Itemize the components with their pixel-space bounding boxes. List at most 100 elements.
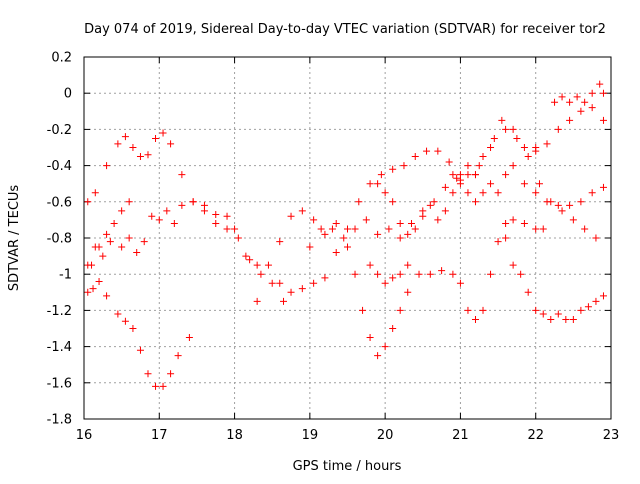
data-point-marker [170, 220, 178, 228]
data-point-marker [396, 220, 404, 228]
data-point-marker [423, 147, 431, 155]
data-point-marker [509, 216, 517, 224]
data-point-marker [599, 89, 607, 97]
data-point-marker [445, 158, 453, 166]
data-point-marker [355, 198, 363, 206]
data-point-marker [298, 285, 306, 293]
y-axis-label: SDTVAR / TECUs [7, 185, 22, 292]
data-point-marker [464, 162, 472, 170]
data-point-marker [95, 277, 103, 285]
data-point-marker [532, 144, 540, 151]
data-point-marker [438, 267, 446, 275]
data-point-marker [321, 230, 329, 238]
data-point-marker [89, 285, 97, 293]
data-point-marker [88, 261, 96, 269]
y-tick-label: 0 [64, 87, 72, 102]
data-point-marker [129, 144, 137, 151]
data-point-marker [152, 382, 160, 390]
data-point-marker [456, 180, 464, 188]
data-point-marker [321, 274, 329, 282]
data-point-marker [152, 134, 160, 142]
data-point-marker [366, 261, 374, 269]
data-point-marker [524, 153, 532, 161]
data-point-marker [494, 238, 502, 246]
series-14 [551, 80, 607, 106]
data-point-marker [577, 107, 585, 115]
data-point-marker [253, 297, 261, 305]
data-point-marker [374, 270, 382, 278]
data-point-marker [377, 171, 385, 179]
data-point-marker [487, 270, 495, 278]
data-point-marker [426, 201, 434, 209]
data-points [84, 80, 607, 390]
data-point-marker [129, 325, 137, 332]
data-point-marker [389, 274, 397, 282]
data-point-marker [133, 248, 141, 256]
data-point-marker [464, 171, 472, 179]
data-point-marker [532, 225, 540, 233]
data-point-marker [140, 238, 148, 246]
data-point-marker [566, 98, 574, 106]
data-point-marker [276, 279, 284, 287]
data-point-marker [287, 212, 295, 220]
data-point-marker [366, 334, 374, 342]
series-12 [502, 234, 607, 323]
data-point-marker [554, 125, 562, 133]
data-point-marker [91, 189, 99, 197]
data-point-marker [125, 198, 133, 206]
data-point-marker [340, 234, 348, 242]
data-point-marker [588, 89, 596, 97]
data-point-marker [381, 343, 389, 351]
y-tick-label: -0.4 [47, 159, 72, 174]
y-axis-ticks: 0.2 0 -0.2 -0.4 -0.6 -0.8 -1 -1.2 -1.4 -1.6 -1.8 [47, 51, 611, 428]
data-point-marker [547, 198, 555, 206]
data-point-marker [456, 279, 464, 287]
data-point-marker [231, 225, 239, 233]
data-point-marker [596, 80, 604, 88]
data-point-marker [344, 225, 351, 233]
data-point-marker [212, 210, 220, 218]
data-point-marker [136, 346, 144, 354]
y-tick-label: -1.4 [47, 340, 72, 355]
data-point-marker [155, 216, 163, 224]
data-point-marker [306, 243, 314, 251]
data-point-marker [592, 234, 600, 242]
data-point-marker [569, 315, 577, 323]
data-point-marker [520, 144, 528, 151]
data-point-marker [276, 238, 284, 246]
y-tick-label: 0.2 [51, 51, 72, 66]
y-tick-label: -1.2 [47, 304, 72, 319]
data-point-marker [509, 125, 517, 133]
x-tick-label: 19 [302, 428, 319, 443]
data-point-marker [366, 180, 374, 188]
data-point-marker [310, 279, 318, 287]
data-point-marker [389, 325, 397, 332]
data-point-marker [189, 198, 197, 206]
data-point-marker [592, 297, 600, 305]
data-point-marker [110, 220, 118, 228]
data-point-marker [532, 189, 540, 197]
data-point-marker [494, 189, 502, 197]
data-point-marker [396, 306, 404, 314]
data-point-marker [174, 352, 182, 360]
series-3 [84, 198, 261, 269]
data-point-marker [599, 116, 607, 124]
data-point-marker [434, 147, 442, 155]
x-tick-label: 17 [151, 428, 168, 443]
data-point-marker [148, 212, 156, 220]
y-tick-label: -1 [59, 268, 72, 283]
series-7 [306, 116, 540, 251]
data-point-marker [509, 162, 517, 170]
data-point-marker [509, 261, 517, 269]
data-point-marker [475, 162, 483, 170]
data-point-marker [374, 180, 382, 188]
data-point-marker [573, 93, 581, 101]
series-13 [532, 104, 607, 151]
data-point-marker [490, 134, 498, 142]
data-point-marker [351, 270, 359, 278]
data-point-marker [136, 153, 144, 161]
data-point-marker [374, 230, 382, 238]
data-point-marker [178, 201, 186, 209]
data-point-marker [351, 225, 359, 233]
data-point-marker [185, 334, 193, 342]
